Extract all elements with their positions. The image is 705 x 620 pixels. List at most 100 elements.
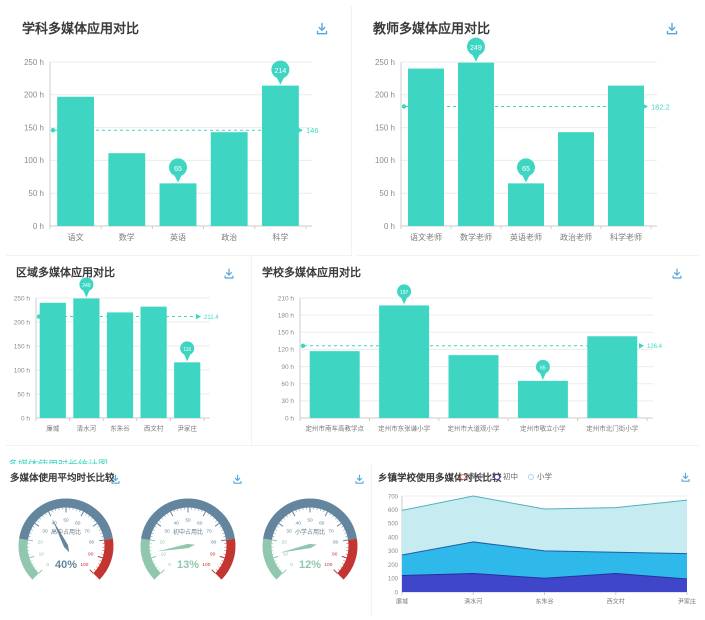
svg-text:211.4: 211.4 — [204, 315, 219, 321]
svg-text:116: 116 — [183, 347, 191, 353]
svg-text:200 h: 200 h — [375, 91, 395, 100]
svg-text:英语: 英语 — [170, 232, 186, 242]
svg-text:250 h: 250 h — [375, 58, 395, 67]
area-chart-legend: 高中 初中 小学 — [460, 471, 552, 482]
gauge-panel-title: 多媒体使用平均时长比较 — [10, 473, 115, 484]
svg-text:500: 500 — [388, 522, 399, 528]
download-icon[interactable] — [110, 474, 121, 485]
svg-text:80: 80 — [89, 540, 95, 546]
svg-text:65: 65 — [522, 166, 530, 173]
svg-text:100: 100 — [388, 577, 399, 583]
svg-text:西文村: 西文村 — [607, 598, 625, 606]
svg-text:30: 30 — [164, 528, 170, 534]
svg-text:180 h: 180 h — [278, 312, 295, 319]
svg-text:250 h: 250 h — [24, 58, 44, 67]
svg-text:语文: 语文 — [68, 232, 84, 242]
svg-text:100 h: 100 h — [375, 156, 395, 165]
svg-text:60: 60 — [75, 520, 81, 526]
svg-text:语文老师: 语文老师 — [410, 232, 442, 242]
svg-text:200: 200 — [388, 563, 399, 569]
download-icon[interactable] — [315, 22, 329, 36]
download-icon[interactable] — [671, 268, 683, 280]
svg-text:尹家庄: 尹家庄 — [177, 424, 197, 433]
svg-text:20: 20 — [160, 540, 166, 546]
svg-text:200 h: 200 h — [24, 91, 44, 100]
legend-item-middleschool[interactable]: 初中 — [494, 471, 518, 482]
svg-text:初中占用比: 初中占用比 — [173, 528, 203, 536]
svg-text:60 h: 60 h — [281, 381, 294, 388]
svg-text:50: 50 — [63, 518, 69, 524]
svg-text:150 h: 150 h — [14, 343, 31, 350]
download-icon[interactable] — [680, 472, 691, 483]
svg-text:13%: 13% — [177, 559, 199, 571]
svg-text:100: 100 — [324, 562, 332, 568]
legend-item-highschool[interactable]: 高中 — [460, 471, 484, 482]
card-subject-chart: 学科多媒体应用对比 0 h 50 h 100 h 150 h 200 h 250 h 语文 数… — [6, 6, 352, 256]
legend-label: 高中 — [469, 472, 484, 481]
download-icon[interactable] — [223, 268, 235, 280]
svg-text:100 h: 100 h — [24, 156, 44, 165]
card-teacher-chart: 教师多媒体应用对比 0 h 50 h 100 h 150 h 200 h 250 h 语文老… — [357, 6, 699, 256]
svg-text:政治老师: 政治老师 — [560, 232, 592, 242]
svg-text:定州市东张谦小学: 定州市东张谦小学 — [378, 424, 431, 433]
legend-label: 小学 — [537, 472, 552, 481]
svg-text:50: 50 — [307, 518, 313, 524]
svg-text:70: 70 — [206, 528, 212, 534]
svg-text:科学老师: 科学老师 — [610, 232, 642, 242]
svg-text:80: 80 — [211, 540, 217, 546]
svg-text:定州市敬立小学: 定州市敬立小学 — [520, 424, 566, 433]
svg-text:0 h: 0 h — [21, 415, 30, 422]
svg-text:249: 249 — [470, 45, 482, 52]
svg-text:80: 80 — [333, 540, 339, 546]
gauge-cell-middleschool: 0 10 20 30 40 50 60 70 80 90 100 初中占用比 13% — [128, 464, 249, 616]
svg-text:90 h: 90 h — [281, 364, 294, 371]
svg-text:高中占用比: 高中占用比 — [51, 528, 81, 536]
svg-text:英语老师: 英语老师 — [510, 232, 542, 242]
legend-ring-icon — [528, 473, 534, 480]
svg-text:定州市南车高教学点: 定州市南车高教学点 — [305, 424, 364, 433]
svg-text:0: 0 — [46, 562, 49, 568]
subject-bar-chart: 0 h 50 h 100 h 150 h 200 h 250 h 语文 数学 英语 政治 科学 146… — [24, 58, 319, 242]
svg-text:0 h: 0 h — [33, 222, 44, 231]
svg-text:清水河: 清水河 — [77, 424, 97, 433]
gauge-cell-primaryschool: 0 10 20 30 40 50 60 70 80 90 100 小学占用比 12% — [250, 464, 371, 616]
svg-text:150 h: 150 h — [278, 330, 295, 337]
svg-text:200 h: 200 h — [14, 319, 31, 326]
svg-text:300: 300 — [388, 549, 399, 555]
svg-text:0: 0 — [168, 562, 171, 568]
svg-text:10: 10 — [161, 552, 167, 558]
svg-text:东朱谷: 东朱谷 — [535, 598, 553, 606]
svg-text:定州市北门街小学: 定州市北门街小学 — [586, 424, 639, 433]
school-bar-chart: 0 h 30 h 60 h 90 h 120 h 150 h 180 h 210 h 定州市南车… — [278, 284, 663, 433]
svg-text:0: 0 — [395, 590, 399, 596]
svg-text:30: 30 — [286, 528, 292, 534]
download-icon[interactable] — [354, 474, 365, 485]
download-icon[interactable] — [665, 22, 679, 36]
subject-chart-title: 学科多媒体应用对比 — [22, 21, 140, 36]
svg-text:数学: 数学 — [119, 232, 135, 242]
svg-text:197: 197 — [400, 290, 409, 296]
svg-text:120 h: 120 h — [278, 347, 295, 354]
svg-text:0 h: 0 h — [384, 222, 395, 231]
svg-text:146: 146 — [306, 126, 319, 135]
svg-text:100: 100 — [80, 562, 88, 568]
svg-text:182.2: 182.2 — [651, 102, 670, 111]
svg-text:60: 60 — [319, 520, 325, 526]
svg-text:0: 0 — [290, 562, 293, 568]
svg-text:250 h: 250 h — [14, 295, 31, 302]
school-chart-title: 学校多媒体应用对比 — [262, 267, 361, 279]
svg-text:50 h: 50 h — [28, 189, 44, 198]
svg-text:90: 90 — [88, 552, 94, 558]
svg-text:600: 600 — [388, 508, 399, 514]
teacher-bar-chart: 0 h 50 h 100 h 150 h 200 h 250 h 语文老师 数学老师 英语老师 政… — [375, 37, 670, 242]
svg-text:20: 20 — [282, 540, 288, 546]
svg-text:70: 70 — [328, 528, 334, 534]
legend-item-primaryschool[interactable]: 小学 — [528, 471, 552, 482]
svg-text:尹家庄: 尹家庄 — [678, 598, 696, 606]
svg-text:210 h: 210 h — [278, 295, 295, 302]
download-icon[interactable] — [232, 474, 243, 485]
svg-text:20: 20 — [38, 540, 44, 546]
gauge-cell-highschool: 0 10 20 30 40 50 60 70 80 90 100 高中占用比 40% — [6, 464, 127, 616]
